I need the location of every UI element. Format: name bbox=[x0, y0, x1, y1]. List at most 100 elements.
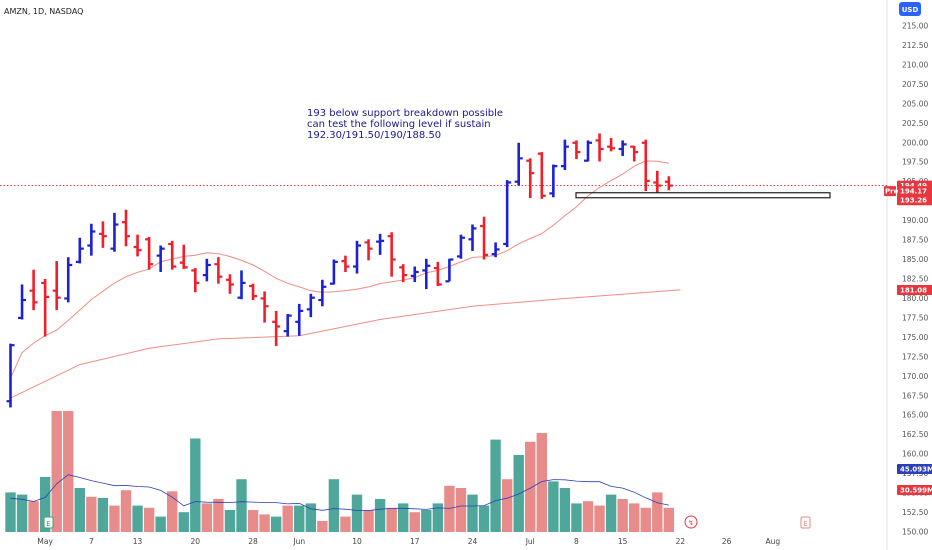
ohlc-bar bbox=[572, 140, 581, 160]
volume-bar bbox=[571, 503, 582, 532]
currency-badge[interactable] bbox=[899, 2, 921, 16]
volume-bar bbox=[421, 510, 432, 532]
ohlc-bar bbox=[64, 257, 73, 303]
volume-bar bbox=[340, 516, 351, 532]
dividend-icon[interactable]: ↯ bbox=[684, 515, 698, 529]
ohlc-bar bbox=[318, 279, 327, 307]
volume-bar bbox=[236, 479, 247, 532]
annotation-text[interactable]: 193 below support breakdown possible can… bbox=[307, 108, 503, 141]
ohlc-bar bbox=[156, 245, 165, 272]
svg-text:E: E bbox=[803, 520, 807, 528]
volume-bar bbox=[513, 455, 524, 532]
x-tick-label: Jun bbox=[292, 537, 305, 546]
y-tick-label: 180.00 bbox=[902, 294, 928, 303]
ohlc-bar bbox=[6, 343, 15, 408]
ohlc-bar bbox=[410, 266, 419, 283]
ohlc-bar bbox=[653, 170, 662, 193]
ohlc-bar bbox=[87, 223, 96, 256]
volume-bar bbox=[617, 499, 628, 532]
volume-bar bbox=[490, 439, 501, 532]
volume-bar bbox=[317, 521, 328, 532]
volume-bar bbox=[444, 485, 455, 532]
x-tick-label: 17 bbox=[410, 537, 420, 546]
volume-bar bbox=[605, 494, 617, 532]
ohlc-bar bbox=[514, 142, 523, 186]
volume-bar bbox=[386, 507, 397, 532]
x-tick-label: 8 bbox=[574, 537, 579, 546]
price-tag-label: 45.093M bbox=[900, 466, 932, 474]
ohlc-bar bbox=[491, 242, 500, 258]
volume-bars bbox=[5, 411, 675, 532]
volume-bar bbox=[455, 488, 467, 532]
ohlc-bar bbox=[283, 314, 292, 337]
ohlc-bar bbox=[480, 216, 489, 260]
price-tag-label: 193.26 bbox=[900, 197, 927, 205]
price-tag: 193.26 bbox=[897, 195, 932, 206]
ohlc-bar bbox=[329, 259, 338, 285]
volume-bar bbox=[97, 497, 109, 532]
volume-bar bbox=[178, 512, 189, 532]
ohlc-bar bbox=[549, 164, 558, 198]
ohlc-bar bbox=[260, 291, 269, 323]
volume-bar bbox=[167, 491, 178, 532]
ohlc-bar bbox=[399, 264, 408, 283]
x-tick-label: 20 bbox=[191, 537, 201, 546]
volume-bar bbox=[51, 411, 62, 532]
ohlc-bar bbox=[75, 237, 84, 264]
y-tick-label: 152.50 bbox=[902, 508, 928, 517]
ohlc-bar bbox=[376, 233, 385, 255]
ohlc-bar bbox=[641, 139, 650, 192]
y-tick-label: 215.00 bbox=[902, 22, 928, 31]
ohlc-bar bbox=[445, 258, 454, 283]
ohlc-bar bbox=[456, 234, 465, 259]
volume-bar bbox=[559, 488, 571, 532]
volume-bar bbox=[282, 505, 293, 532]
ohlc-bar bbox=[29, 269, 38, 311]
earnings-icon[interactable]: E bbox=[43, 516, 54, 529]
support-box bbox=[575, 192, 831, 199]
y-tick-label: 150.00 bbox=[902, 528, 928, 537]
ohlc-bar bbox=[560, 139, 569, 171]
price-tags: 194.49194.17Pre193.26181.0845.093M30.599… bbox=[884, 180, 932, 495]
ohlc-bar bbox=[341, 255, 350, 272]
ohlc-bar bbox=[145, 236, 154, 270]
y-tick-label: 210.00 bbox=[902, 60, 928, 69]
ohlc-bar bbox=[353, 240, 361, 274]
ohlc-bar bbox=[306, 293, 315, 318]
ohlc-bar bbox=[595, 133, 604, 162]
y-tick-label: 212.50 bbox=[902, 41, 928, 50]
ohlc-bar bbox=[237, 270, 246, 300]
volume-bar bbox=[259, 514, 270, 532]
volume-bar bbox=[39, 477, 51, 532]
ohlc-bar bbox=[202, 258, 211, 282]
ohlc-bar bbox=[607, 138, 616, 152]
y-tick-label: 160.00 bbox=[902, 450, 928, 459]
future-earnings-icon[interactable]: E bbox=[800, 516, 811, 529]
ohlc-bar bbox=[191, 268, 200, 293]
volume-bar bbox=[536, 433, 547, 532]
volume-bar bbox=[247, 510, 259, 532]
ohlc-bar bbox=[422, 258, 431, 290]
time-axis[interactable]: May 7 13 20 28 Jun 10 17 24 Jul 8 15 22 26 Aug bbox=[37, 537, 780, 546]
price-tag-bg bbox=[897, 186, 932, 197]
ohlc-bar bbox=[122, 209, 130, 247]
volume-bar bbox=[467, 494, 478, 532]
ohlc-bar bbox=[526, 158, 535, 199]
volume-bar bbox=[525, 441, 536, 532]
pre-badge-label: Pre bbox=[885, 188, 899, 196]
volume-bar bbox=[63, 411, 74, 532]
symbol-header[interactable]: AMZN, 1D, NASDAQ bbox=[4, 7, 83, 16]
y-tick-label: 200.00 bbox=[902, 138, 928, 147]
y-tick-label: 165.00 bbox=[902, 411, 928, 420]
y-tick-label: 205.00 bbox=[902, 99, 928, 108]
ohlc-bar bbox=[168, 240, 177, 270]
y-tick-label: 202.50 bbox=[902, 119, 928, 128]
volume-bar bbox=[86, 496, 97, 532]
svg-text:↯: ↯ bbox=[688, 519, 694, 527]
volume-bar bbox=[351, 494, 363, 532]
price-tag-label: 194.17 bbox=[900, 188, 927, 196]
ohlc-bar bbox=[179, 244, 188, 269]
ohlc-bar bbox=[18, 284, 27, 320]
volume-bar bbox=[432, 503, 444, 532]
